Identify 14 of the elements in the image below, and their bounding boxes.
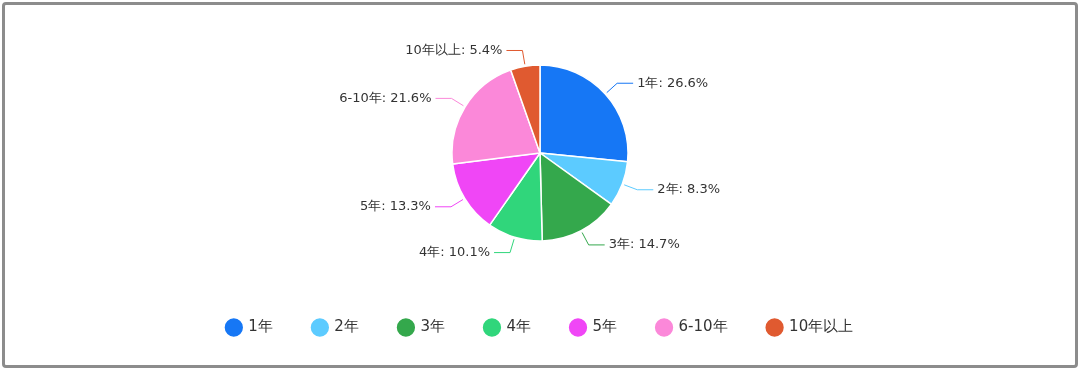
legend-label: 4年 [506,317,531,336]
data-label: 10年以上: 5.4% [405,41,503,57]
legend-label: 3年 [420,317,445,336]
legend-label: 2年 [334,317,359,336]
data-label: 4年: 10.1% [418,243,491,259]
data-label: 3年: 14.7% [608,236,680,252]
legend-label: 6-10年 [678,317,728,336]
data-label: 5年: 13.3% [359,198,431,214]
data-label: 6-10年: 21.6% [339,89,432,105]
data-label: 2年: 8.3% [657,181,721,197]
legend-label: 10年以上 [789,317,854,336]
data-label: 1年: 26.6% [637,74,709,90]
legend-label: 1年 [248,317,273,336]
legend-label: 5年 [592,317,618,336]
